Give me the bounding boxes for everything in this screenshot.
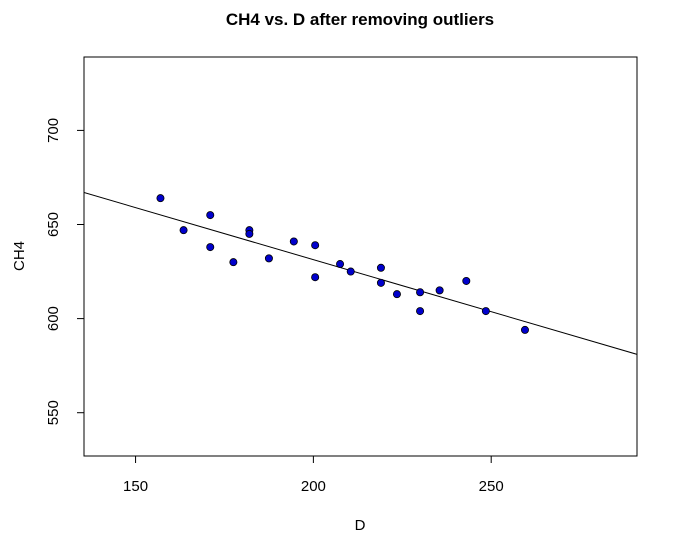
y-tick-label: 700: [45, 118, 62, 143]
scatter-point: [462, 276, 471, 285]
scatter-point: [520, 325, 529, 334]
scatter-point: [435, 286, 444, 295]
scatter-point: [376, 263, 385, 272]
scatter-point: [311, 241, 320, 250]
scatter-point: [264, 254, 273, 263]
regression-line-layer: [84, 192, 637, 355]
x-tick-label: 200: [301, 478, 326, 495]
scatter-point: [206, 211, 215, 220]
y-tick-label: 650: [45, 212, 62, 237]
scatter-point: [481, 307, 490, 316]
scatter-points-layer: [156, 194, 529, 334]
y-tick-label: 550: [45, 400, 62, 425]
scatter-point: [376, 278, 385, 287]
scatter-point: [206, 243, 215, 252]
scatter-point: [311, 273, 320, 282]
scatter-point: [156, 194, 165, 203]
scatter-point: [416, 288, 425, 297]
scatter-point: [229, 258, 238, 267]
scatter-point: [392, 290, 401, 299]
axes-layer: 150 200 250 550 600 650 700: [45, 118, 504, 495]
x-tick-label: 250: [479, 478, 504, 495]
scatter-point: [179, 226, 188, 235]
x-axis-label: D: [355, 517, 366, 534]
scatter-point: [336, 260, 345, 269]
chart-title: CH4 vs. D after removing outliers: [226, 10, 494, 29]
y-tick-label: 600: [45, 306, 62, 331]
plot-frame: [83, 56, 638, 457]
scatter-point: [346, 267, 355, 276]
scatter-point: [416, 307, 425, 316]
scatter-point: [245, 229, 254, 238]
x-tick-label: 150: [123, 478, 148, 495]
scatter-point: [289, 237, 298, 246]
y-axis-label: CH4: [11, 241, 28, 271]
regression-line: [84, 192, 637, 355]
